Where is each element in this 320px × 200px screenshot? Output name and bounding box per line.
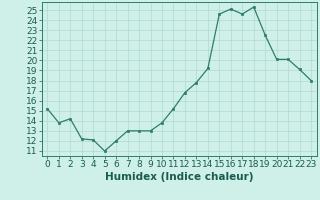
X-axis label: Humidex (Indice chaleur): Humidex (Indice chaleur) <box>105 172 253 182</box>
